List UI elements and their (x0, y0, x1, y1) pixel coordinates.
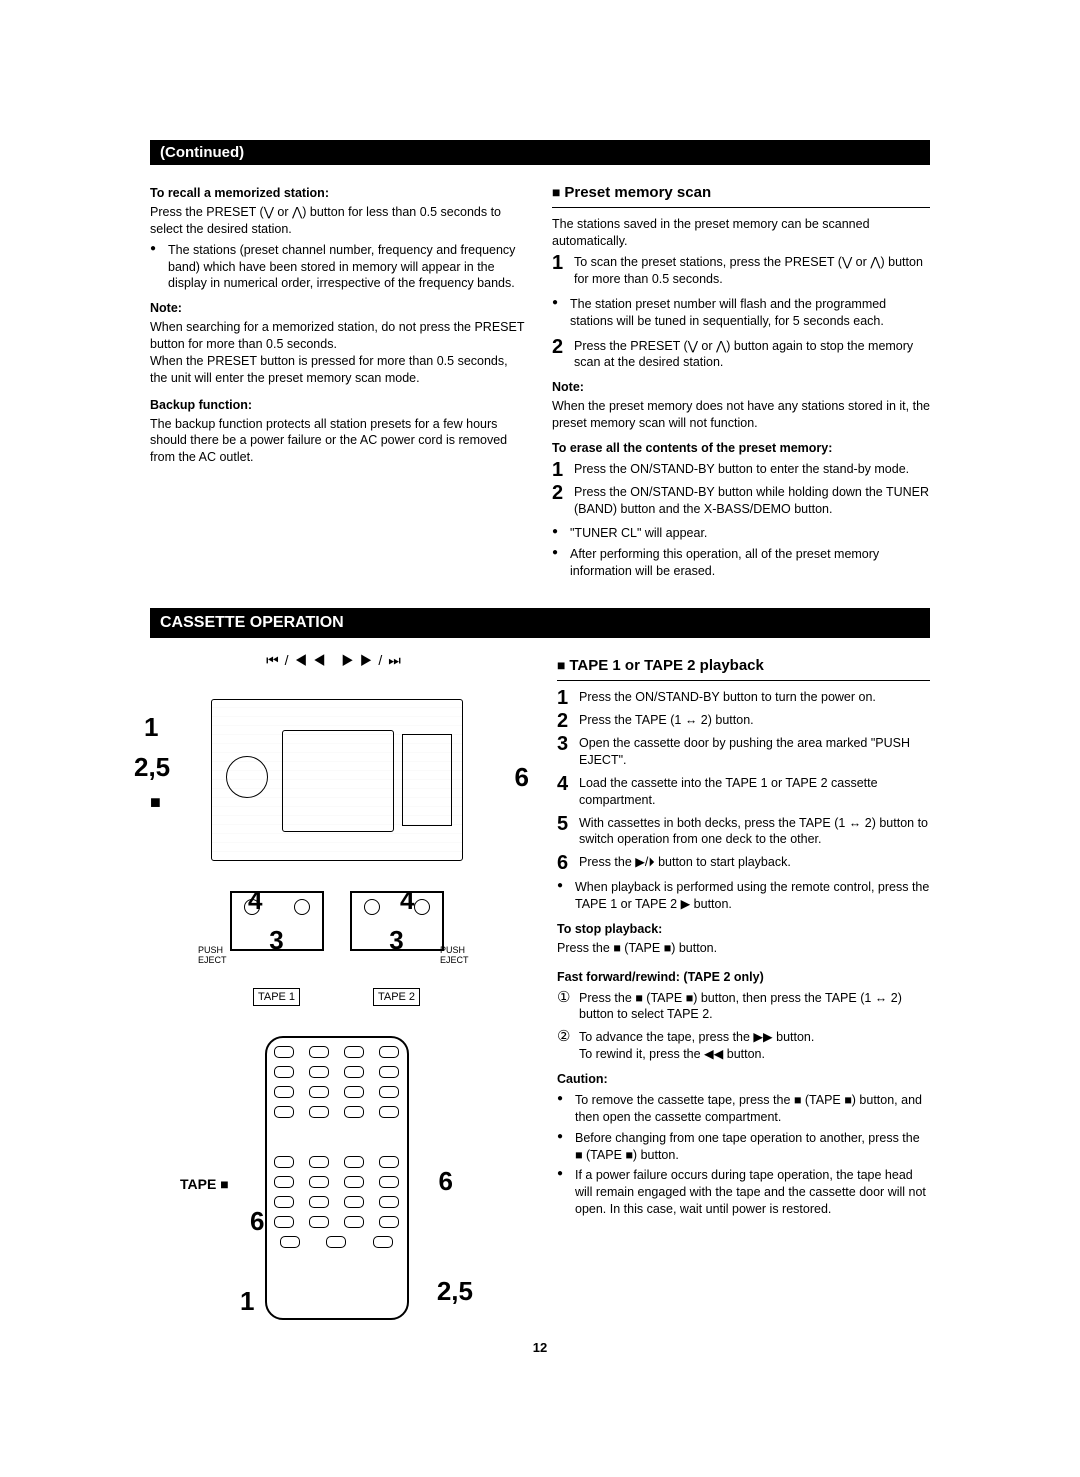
tape1-label: TAPE 1 (253, 988, 300, 1006)
erase-bullet-1: "TUNER CL" will appear. (552, 525, 930, 542)
tape2-block: 3 TAPE 2 (347, 891, 447, 1006)
erase-heading: To erase all the contents of the preset … (552, 440, 930, 457)
note-text-2: When the PRESET button is pressed for mo… (150, 353, 528, 387)
caution-2: Before changing from one tape operation … (557, 1130, 930, 1164)
play-step-1: 1Press the ON/STAND-BY button to turn th… (557, 689, 930, 706)
callout-25: 2,5 (134, 752, 170, 783)
tape2-label: TAPE 2 (373, 988, 420, 1006)
caution-1: To remove the cassette tape, press the ■… (557, 1092, 930, 1126)
tape-stop-label: TAPE ■ (180, 1176, 229, 1192)
playback-steps: 1Press the ON/STAND-BY button to turn th… (557, 689, 930, 871)
play-step-3: 3Open the cassette door by pushing the a… (557, 735, 930, 769)
control-panel-icon (282, 730, 394, 832)
push-eject-2: PUSH EJECT (440, 945, 470, 965)
callout-stop: ■ (150, 792, 161, 813)
lower-columns: ⏮/◀◀ ▶▶/⏭ 1 2,5 ■ 6 4 4 PUSH EJECT PUSH … (150, 652, 930, 1320)
play-step-2: 2Press the TAPE (1 ↔ 2) button. (557, 712, 930, 729)
scan-note-head: Note: (552, 379, 930, 396)
recall-heading: To recall a memorized station: (150, 185, 528, 202)
recall-bullets: The stations (preset channel number, fre… (150, 242, 528, 293)
play-step-5: 5With cassettes in both decks, press the… (557, 815, 930, 849)
scan-heading: Preset memory scan (552, 183, 930, 208)
scan-step-1: 1To scan the preset stations, press the … (552, 254, 930, 288)
manual-page: (Continued) To recall a memorized statio… (0, 0, 1080, 1415)
caution-3: If a power failure occurs during tape op… (557, 1167, 930, 1218)
remote-body (265, 1036, 409, 1320)
backup-heading: Backup function: (150, 397, 528, 414)
stop-text: Press the ■ (TAPE ■) button. (557, 940, 930, 957)
playback-column: TAPE 1 or TAPE 2 playback 1Press the ON/… (557, 652, 930, 1320)
ff-heading: Fast forward/rewind: (TAPE 2 only) (557, 969, 930, 986)
note-heading: Note: (150, 300, 528, 317)
scan-bullet: The station preset number will flash and… (552, 296, 930, 330)
remote-callout-6b: 6 (250, 1206, 264, 1237)
erase-bullets: "TUNER CL" will appear. After performing… (552, 525, 930, 580)
tape1-block: 3 TAPE 1 (227, 891, 327, 1006)
stereo-diagram: ⏮/◀◀ ▶▶/⏭ 1 2,5 ■ 6 (150, 652, 523, 861)
erase-step-1: 1Press the ON/STAND-BY button to enter t… (552, 461, 930, 478)
continued-label: (Continued) (160, 144, 244, 161)
erase-step-2: 2Press the ON/STAND-BY button while hold… (552, 484, 930, 518)
scan-step-2: 2Press the PRESET (⋁ or ⋀) button again … (552, 338, 930, 372)
recall-bullet-1: The stations (preset channel number, fre… (150, 242, 528, 293)
push-eject-1: PUSH EJECT (198, 945, 228, 965)
stereo-body (211, 699, 463, 861)
callout-3b: 3 (389, 925, 403, 955)
scan-steps-2: 2Press the PRESET (⋁ or ⋀) button again … (552, 338, 930, 372)
stop-heading: To stop playback: (557, 921, 930, 938)
continued-bar: (Continued) (150, 140, 930, 165)
scan-steps: 1To scan the preset stations, press the … (552, 254, 930, 288)
erase-bullet-2: After performing this operation, all of … (552, 546, 930, 580)
ff-steps: ①Press the ■ (TAPE ■) button, then press… (557, 990, 930, 1064)
page-number: 12 (150, 1340, 930, 1355)
volume-knob-icon (226, 756, 268, 798)
transport-icons: ⏮/◀◀ ▶▶/⏭ (150, 652, 523, 669)
upper-columns: To recall a memorized station: Press the… (150, 179, 930, 588)
playback-heading: TAPE 1 or TAPE 2 playback (557, 656, 930, 681)
left-column: To recall a memorized station: Press the… (150, 179, 528, 588)
caution-bullets: To remove the cassette tape, press the ■… (557, 1092, 930, 1218)
play-bullet: When playback is performed using the rem… (557, 879, 930, 913)
play-step-6: 6Press the ▶/⏵ button to start playback. (557, 854, 930, 871)
remote-diagram: TAPE ■ 6 6 1 2,5 (150, 1036, 523, 1320)
ff-step-2: ② To advance the tape, press the ▶▶ butt… (557, 1029, 930, 1063)
scan-intro: The stations saved in the preset memory … (552, 216, 930, 250)
play-step-4: 4Load the cassette into the TAPE 1 or TA… (557, 775, 930, 809)
cd-tray-icon (402, 734, 452, 826)
cassette-diagram: 4 4 PUSH EJECT PUSH EJECT 3 TAPE 1 3 TAP… (150, 891, 523, 1006)
playback-bullets: When playback is performed using the rem… (557, 879, 930, 913)
scan-note-text: When the preset memory does not have any… (552, 398, 930, 432)
callout-6: 6 (515, 762, 529, 793)
scan-bullets: The station preset number will flash and… (552, 296, 930, 330)
right-column: Preset memory scan The stations saved in… (552, 179, 930, 588)
remote-callout-1: 1 (240, 1286, 254, 1317)
recall-text: Press the PRESET (⋁ or ⋀) button for les… (150, 204, 528, 238)
diagram-column: ⏮/◀◀ ▶▶/⏭ 1 2,5 ■ 6 4 4 PUSH EJECT PUSH … (150, 652, 533, 1320)
backup-text: The backup function protects all station… (150, 416, 528, 467)
callout-1: 1 (144, 712, 158, 743)
callout-3a: 3 (269, 925, 283, 955)
caution-heading: Caution: (557, 1071, 930, 1088)
ff-step-1: ①Press the ■ (TAPE ■) button, then press… (557, 990, 930, 1024)
remote-callout-6a: 6 (439, 1166, 453, 1197)
cassette-section-bar: CASSETTE OPERATION (150, 608, 930, 638)
erase-steps: 1Press the ON/STAND-BY button to enter t… (552, 461, 930, 518)
note-text-1: When searching for a memorized station, … (150, 319, 528, 353)
remote-callout-25: 2,5 (437, 1276, 473, 1307)
